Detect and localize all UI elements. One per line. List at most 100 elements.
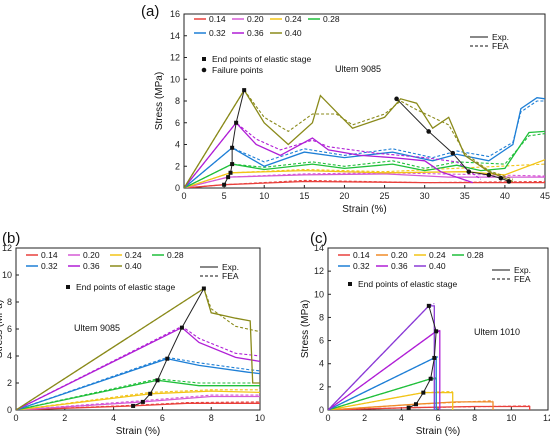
y-tick-label: 12: [170, 53, 180, 63]
series-line-fea-0.28: [16, 378, 260, 410]
failure-marker: [498, 175, 504, 181]
series-line-fea-0.32: [184, 100, 545, 188]
series-line-exp-0.20: [16, 395, 260, 410]
x-tick-label: 8: [472, 413, 477, 423]
failure-marker: [394, 96, 399, 102]
elastic-end-marker: [414, 402, 418, 407]
series-line-fea-0.40: [16, 287, 260, 410]
series-line-fea-0.40: [184, 89, 514, 188]
elastic-end-marker: [201, 286, 206, 291]
elastic-end-marker: [226, 175, 231, 180]
elastic-end-curve: [223, 90, 245, 185]
y-tick-label: 2: [319, 382, 324, 392]
plot-area: [16, 286, 260, 410]
x-tick-label: 10: [255, 413, 265, 423]
legend-entry: 0.32: [209, 28, 226, 38]
series-line-fea-0.36: [328, 329, 442, 410]
y-tick-label: 2: [175, 161, 180, 171]
y-tick-label: 12: [314, 266, 324, 276]
x-tick-label: 30: [420, 191, 430, 201]
x-axis-label: Strain (%): [116, 426, 160, 437]
series-line-fea-0.14: [16, 401, 260, 410]
plot-area: [184, 88, 545, 188]
x-tick-label: 0: [13, 413, 18, 423]
legend-style-entry: Exp.: [514, 265, 531, 275]
y-tick-label: 4: [175, 140, 180, 150]
elastic-end-marker: [222, 182, 227, 187]
material-annotation: Ultem 1010: [474, 327, 520, 337]
y-tick-label: 6: [319, 336, 324, 346]
legend-style-entry: FEA: [492, 41, 509, 51]
legend-marker-circle: [201, 67, 207, 73]
elastic-end-marker: [155, 378, 160, 383]
legend-marker-entry: End points of elastic stage: [76, 282, 176, 292]
x-tick-label: 40: [500, 191, 510, 201]
elastic-end-marker: [242, 88, 247, 93]
elastic-end-marker: [228, 170, 233, 175]
legend-style-entry: Exp.: [222, 262, 239, 272]
legend-entry: 0.36: [247, 28, 264, 38]
series-line-exp-0.36: [16, 326, 260, 410]
y-tick-label: 6: [175, 118, 180, 128]
failure-marker: [506, 179, 512, 184]
legend-marker-entry: Failure points: [212, 65, 263, 75]
y-tick-label: 2: [7, 378, 12, 388]
elastic-end-marker: [428, 376, 433, 381]
y-axis-label: Stress (MPa): [0, 300, 5, 358]
x-tick-label: 20: [339, 191, 349, 201]
x-tick-label: 4: [111, 413, 116, 423]
y-axis-label: Stress (MPa): [300, 300, 311, 358]
failure-marker: [426, 129, 431, 134]
elastic-end-marker: [148, 391, 153, 396]
y-tick-label: 10: [2, 270, 12, 280]
series-line-fea-0.36: [184, 122, 482, 188]
legend-entry: 0.24: [125, 250, 142, 260]
elastic-end-marker: [140, 399, 145, 404]
y-tick-label: 6: [7, 324, 12, 334]
legend-marker-square: [348, 282, 352, 286]
chart-panel-1: 0 5 10 15 20 25 30 35 40 45 0 2 4 6 8 10 12 14 16 Strain (%…: [141, 3, 550, 215]
x-tick-label: 10: [506, 413, 516, 423]
y-tick-label: 8: [175, 96, 180, 106]
elastic-end-marker: [165, 356, 170, 361]
legend-marker-entry: End points of elastic stage: [358, 279, 458, 289]
series-line-exp-0.14: [16, 402, 260, 410]
elastic-end-marker: [434, 329, 439, 334]
legend-entry: 0.24: [429, 250, 446, 260]
series-line-exp-0.24: [16, 390, 260, 410]
x-tick-label: 0: [181, 191, 186, 201]
y-tick-label: 8: [319, 312, 324, 322]
series-line-fea-0.28: [184, 133, 545, 188]
x-tick-label: 25: [380, 191, 390, 201]
series-line-exp-0.40: [184, 88, 514, 188]
y-tick-label: 12: [2, 243, 12, 253]
legend-style-entry: FEA: [222, 271, 239, 281]
failure-marker: [450, 150, 456, 156]
series-line-exp-0.32: [184, 97, 545, 188]
legend-entry: 0.40: [125, 261, 142, 271]
legend-entry: 0.40: [429, 261, 446, 271]
legend-entry: 0.20: [247, 14, 264, 24]
y-axis-label: Stress (MPa): [154, 72, 165, 130]
series-line-fea-0.20: [16, 394, 260, 410]
x-tick-label: 4: [399, 413, 404, 423]
x-tick-label: 2: [62, 413, 67, 423]
chart-panel-3: 0 2 4 6 8 10 12 0 2 4 6 8 10 12 14 Strain (%) Stress (MP…: [300, 230, 550, 437]
x-tick-label: 8: [209, 413, 214, 423]
material-annotation: Ultem 9085: [74, 323, 120, 333]
legend-entry: 0.40: [285, 28, 302, 38]
legend-entry: 0.14: [41, 250, 58, 260]
legend-entry: 0.28: [167, 250, 184, 260]
x-tick-label: 2: [362, 413, 367, 423]
x-axis-label: Strain (%): [416, 426, 460, 437]
series-line-exp-0.20: [328, 401, 494, 410]
x-tick-label: 15: [299, 191, 309, 201]
series-line-exp-0.28: [184, 130, 545, 188]
y-tick-label: 0: [175, 183, 180, 193]
y-tick-label: 14: [170, 31, 180, 41]
legend-entry: 0.36: [391, 261, 408, 271]
legend-style-entry: FEA: [514, 274, 531, 284]
panel-label: (a): [141, 3, 159, 20]
y-tick-label: 8: [7, 297, 12, 307]
